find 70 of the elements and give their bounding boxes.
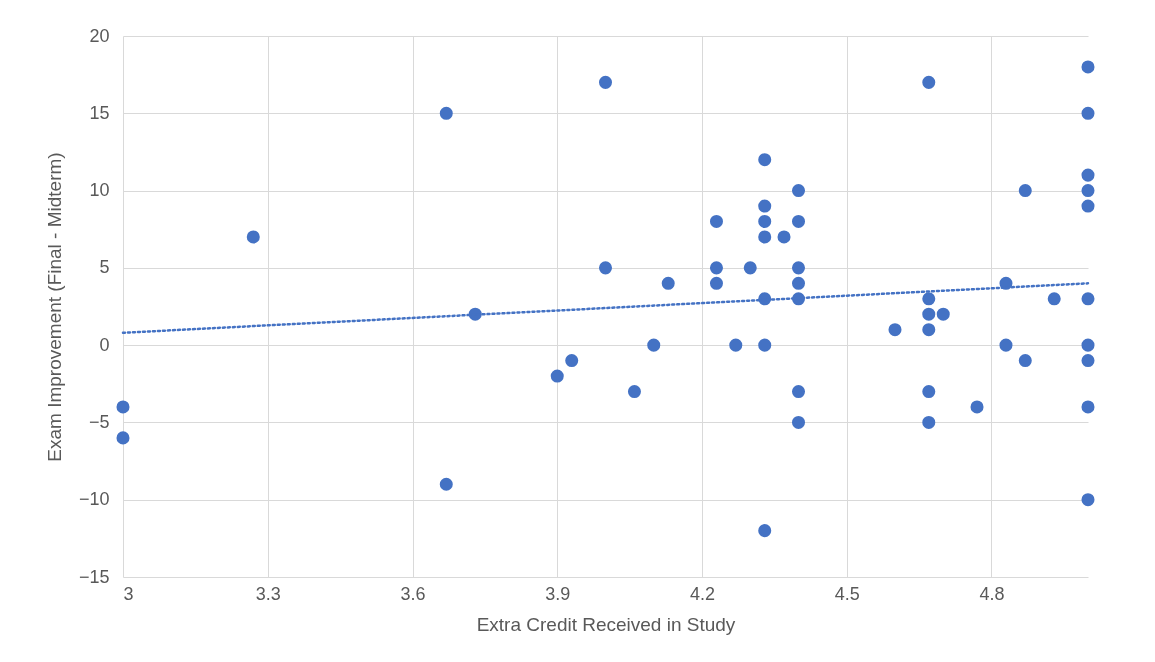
point <box>709 214 723 228</box>
point <box>922 415 936 429</box>
x-tick-label: 3 <box>123 583 134 604</box>
point <box>791 385 806 399</box>
point <box>565 354 579 368</box>
point <box>743 261 757 275</box>
y-tick-label: −15 <box>78 566 110 587</box>
point <box>116 431 130 445</box>
point <box>888 323 902 337</box>
y-tick-label: 0 <box>99 334 110 355</box>
point <box>922 385 936 399</box>
point <box>1081 106 1095 120</box>
y-tick-label: 5 <box>99 257 110 278</box>
y-tick-label: 15 <box>89 102 110 123</box>
point <box>1081 184 1095 198</box>
point <box>777 230 791 244</box>
point <box>1081 493 1095 507</box>
point <box>627 385 641 399</box>
point <box>1081 338 1095 352</box>
point <box>1018 184 1032 198</box>
x-tick-label: 4.8 <box>979 583 1005 604</box>
point <box>970 400 984 414</box>
x-tick-label: 3.3 <box>255 583 281 604</box>
point <box>758 153 772 167</box>
y-tick-label: −10 <box>78 489 110 510</box>
point <box>709 261 723 275</box>
point <box>758 230 772 244</box>
point <box>999 338 1013 352</box>
point <box>439 477 453 491</box>
x-tick-label: 4.5 <box>834 583 860 604</box>
point <box>922 292 936 306</box>
point <box>661 276 675 290</box>
point <box>758 524 772 538</box>
point <box>922 307 936 321</box>
point <box>1081 168 1095 182</box>
point <box>550 369 564 383</box>
x-tick-label: 3.6 <box>400 583 426 604</box>
point <box>729 338 743 352</box>
point <box>758 199 772 213</box>
point <box>1018 354 1032 368</box>
point <box>791 276 806 290</box>
point <box>791 261 806 275</box>
point <box>598 75 613 89</box>
point <box>922 75 936 89</box>
point <box>922 323 936 337</box>
point <box>936 307 950 321</box>
y-tick-label: 20 <box>89 25 110 46</box>
point <box>1081 292 1095 306</box>
point <box>246 230 260 244</box>
point <box>1047 292 1061 306</box>
point <box>758 338 772 352</box>
x-tick-label: 4.2 <box>689 583 716 604</box>
point <box>758 214 772 228</box>
point <box>791 184 806 198</box>
y-axis-title: Exam Improvement (Final - Midterm) <box>43 152 65 462</box>
point <box>439 106 453 120</box>
point <box>1081 354 1095 368</box>
x-tick-label: 3.9 <box>545 583 571 604</box>
point <box>791 415 806 429</box>
point <box>1081 199 1095 213</box>
point <box>647 338 661 352</box>
point <box>1081 60 1095 74</box>
point <box>116 400 130 414</box>
y-tick-label: 10 <box>89 180 110 201</box>
y-tick-label: −5 <box>88 411 110 432</box>
point <box>598 261 613 275</box>
point <box>791 214 806 228</box>
x-axis-title: Extra Credit Received in Study <box>476 613 736 635</box>
point <box>709 276 723 290</box>
point <box>1081 400 1095 414</box>
